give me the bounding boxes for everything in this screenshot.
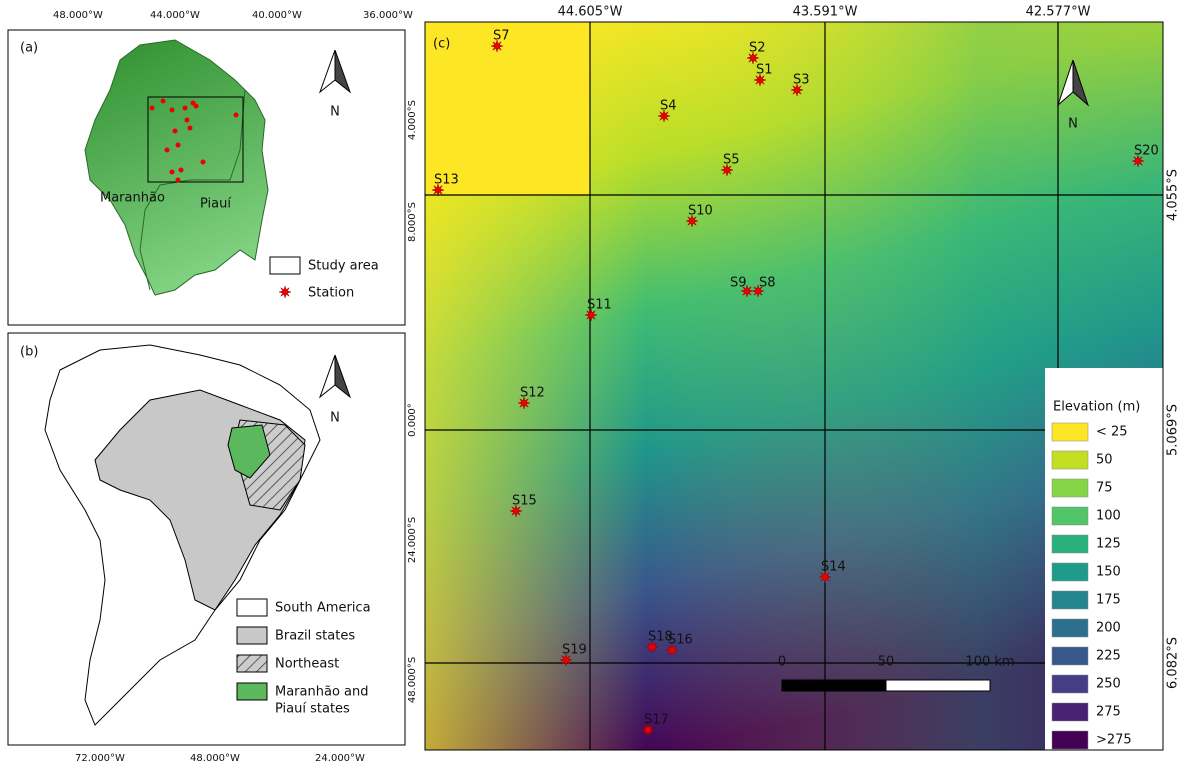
station-label: S17 — [644, 713, 669, 728]
station-label: S20 — [1134, 144, 1159, 159]
legend-swatch — [1052, 535, 1088, 553]
x-tick-label: 42.577°W — [1026, 5, 1091, 20]
legend-label: South America — [275, 601, 371, 616]
x-tick-label: 72.000°W — [75, 753, 125, 764]
legend-label: 100 — [1096, 509, 1121, 524]
station-label: S10 — [688, 204, 713, 219]
legend-swatch — [237, 627, 267, 644]
x-tick-label: 36.000°W — [363, 10, 413, 21]
legend-swatch — [1052, 647, 1088, 665]
legend-label: 175 — [1096, 593, 1121, 608]
y-tick-label: 24.000°S — [407, 517, 418, 563]
station-label: S11 — [587, 298, 612, 313]
legend-swatch — [237, 655, 267, 672]
station-label: S18 — [648, 630, 673, 645]
scale-bar — [782, 680, 886, 691]
region-label: Piauí — [200, 197, 231, 212]
legend-swatch — [1052, 423, 1088, 441]
legend-label: 50 — [1096, 453, 1113, 468]
x-tick-label: 40.000°W — [252, 10, 302, 21]
region-label: Maranhão — [100, 191, 165, 206]
scale-label: 100 km — [965, 655, 1014, 670]
legend-swatch — [1052, 731, 1088, 749]
legend-swatch — [237, 599, 267, 616]
station-label: S8 — [759, 276, 776, 291]
legend-swatch — [1052, 703, 1088, 721]
y-tick-label: 0.000° — [407, 403, 418, 437]
x-tick-label: 48.000°W — [53, 10, 103, 21]
legend-swatch — [270, 257, 300, 274]
legend-label: Maranhão and — [275, 685, 368, 700]
station-label: S15 — [512, 494, 537, 509]
legend-label: Station — [308, 286, 354, 301]
legend-title: Elevation (m) — [1053, 400, 1140, 415]
legend-label: 225 — [1096, 649, 1121, 664]
legend-label: >275 — [1096, 733, 1132, 748]
scale-label: 0 — [778, 655, 786, 670]
station-label: S5 — [723, 153, 740, 168]
scale-label: 50 — [878, 655, 895, 670]
legend-label: Piauí states — [275, 702, 350, 717]
legend-label: 125 — [1096, 537, 1121, 552]
y-tick-label: 4.055°S — [1166, 169, 1181, 221]
legend-swatch — [237, 683, 267, 700]
y-tick-label: 5.069°S — [1166, 404, 1181, 456]
north-label: N — [330, 105, 340, 120]
station-label: S1 — [756, 63, 773, 78]
x-tick-label: 44.605°W — [558, 5, 623, 20]
x-tick-label: 24.000°W — [315, 753, 365, 764]
station-label: S12 — [520, 386, 545, 401]
north-label: N — [1068, 117, 1078, 132]
station-label: S14 — [821, 560, 846, 575]
station-label: S3 — [793, 73, 810, 88]
y-tick-label: 4.000°S — [407, 100, 418, 140]
legend-label: Study area — [308, 259, 379, 274]
station-label: S2 — [749, 41, 766, 56]
x-tick-label: 48.000°W — [190, 753, 240, 764]
legend-label: 275 — [1096, 705, 1121, 720]
legend-label: 75 — [1096, 481, 1113, 496]
legend-label: Northeast — [275, 657, 339, 672]
panel-label: (a) — [20, 41, 38, 56]
y-tick-label: 48.000°S — [407, 657, 418, 703]
x-tick-label: 43.591°W — [793, 5, 858, 20]
legend-swatch — [1052, 619, 1088, 637]
x-tick-label: 44.000°W — [150, 10, 200, 21]
legend-label: 250 — [1096, 677, 1121, 692]
legend-swatch — [1052, 563, 1088, 581]
figure: (a) 48.000°W 44.000°W 40.000°W 36.000°W 4.000… — [0, 0, 1183, 767]
legend-swatch — [1052, 591, 1088, 609]
panel-label: (c) — [433, 37, 450, 52]
y-tick-label: 6.082°S — [1166, 637, 1181, 689]
legend-swatch — [1052, 451, 1088, 469]
station-label: S19 — [562, 643, 587, 658]
y-tick-label: 8.000°S — [407, 202, 418, 242]
legend-swatch — [1052, 507, 1088, 525]
station-marker — [279, 286, 291, 298]
station-label: S9 — [730, 276, 747, 291]
panel-label: (b) — [20, 345, 38, 360]
station-label: S7 — [493, 29, 510, 44]
legend-label: Brazil states — [275, 629, 355, 644]
legend-label: 200 — [1096, 621, 1121, 636]
scale-bar — [886, 680, 990, 691]
legend-label: < 25 — [1096, 425, 1128, 440]
legend-label: 150 — [1096, 565, 1121, 580]
north-label: N — [330, 411, 340, 426]
legend-swatch — [1052, 675, 1088, 693]
station-label: S13 — [434, 173, 459, 188]
station-label: S4 — [660, 99, 677, 114]
legend-swatch — [1052, 479, 1088, 497]
